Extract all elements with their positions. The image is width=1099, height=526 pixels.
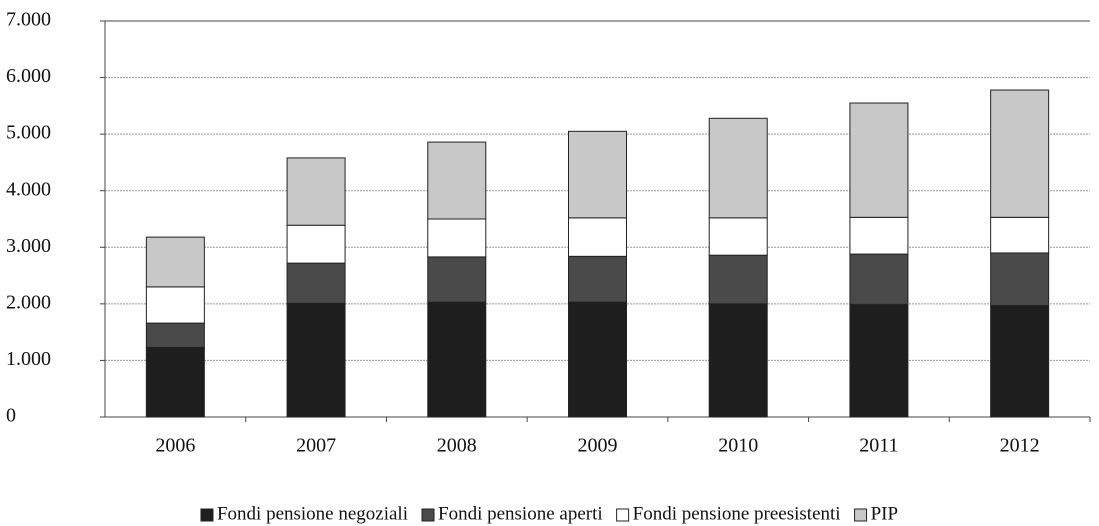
y-tick-label: 7.000 [6, 9, 51, 31]
x-tick-label: 2011 [859, 435, 898, 457]
y-tick-label: 0 [6, 405, 16, 427]
bar-segment [286, 262, 346, 304]
bar-segment [427, 141, 487, 220]
legend-swatch [421, 508, 435, 522]
legend-label: Fondi pensione aperti [438, 503, 603, 524]
bar-segment [990, 305, 1050, 418]
bar-segment [145, 322, 205, 348]
bar-segment [849, 253, 909, 305]
x-tick-label: 2008 [437, 435, 477, 457]
x-tick-label: 2010 [718, 435, 758, 457]
y-tick-label: 6.000 [6, 65, 51, 87]
y-tick-label: 1.000 [6, 348, 51, 370]
x-tick-label: 2009 [578, 435, 618, 457]
bar-segment [990, 252, 1050, 307]
y-tick-label: 5.000 [6, 122, 51, 144]
bar-segment [708, 303, 768, 418]
bar-segment [427, 218, 487, 258]
bar-segment [990, 89, 1050, 218]
bar-segment [145, 286, 205, 324]
legend-swatch [616, 508, 630, 522]
legend: Fondi pensione negoziali Fondi pensione a… [200, 503, 898, 524]
bar-segment [427, 301, 487, 418]
bar-segment [708, 117, 768, 219]
y-tick-label: 2.000 [6, 291, 51, 313]
legend-label: Fondi pensione preesistenti [633, 503, 841, 524]
bar-segment [849, 102, 909, 218]
bar-segment [286, 224, 346, 264]
legend-swatch [200, 508, 214, 522]
y-tick-label: 3.000 [6, 235, 51, 257]
bar-segment [427, 256, 487, 303]
bar-segment [568, 301, 627, 418]
bar-segment [990, 216, 1050, 254]
bar-segment [849, 303, 909, 418]
bar-segment [145, 236, 205, 288]
bar-segment [849, 216, 909, 255]
y-tick-label: 4.000 [6, 178, 51, 200]
x-tick-label: 2006 [155, 435, 195, 457]
bar-segment [568, 130, 627, 219]
bar-segment [708, 217, 768, 256]
x-tick-label: 2007 [296, 435, 336, 457]
bar-segment [286, 157, 346, 226]
x-tick-label: 2012 [1000, 435, 1040, 457]
bar-segment [145, 346, 205, 418]
legend-label: Fondi pensione negoziali [217, 503, 408, 524]
bar-segment [568, 217, 627, 257]
bar-segment [286, 302, 346, 418]
bar-segment [568, 255, 627, 303]
legend-label: PIP [871, 503, 898, 524]
bar-segment [708, 254, 768, 305]
legend-swatch [854, 508, 868, 522]
